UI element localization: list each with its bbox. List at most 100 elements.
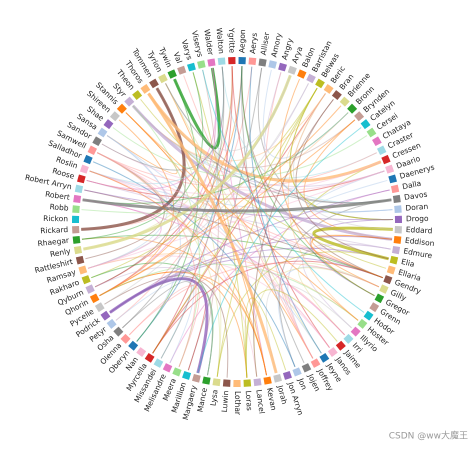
chord: [97, 152, 221, 377]
chord: [92, 161, 296, 368]
node-label: Dalla: [401, 179, 422, 192]
node-arc: [287, 65, 297, 75]
chord: [89, 170, 393, 213]
node-arc: [202, 376, 211, 385]
node-arc: [89, 293, 100, 304]
node-arc: [327, 347, 338, 358]
node-label: Lancel: [254, 389, 266, 414]
chord: [106, 112, 178, 175]
node-arc: [369, 302, 380, 313]
chord: [81, 87, 186, 231]
node-arc: [72, 215, 80, 224]
node-arc: [385, 164, 395, 174]
chord: [152, 260, 383, 354]
chord: [281, 283, 346, 359]
node-label: Aegon: [237, 29, 247, 53]
chord: [165, 83, 392, 204]
node-arc: [94, 302, 105, 313]
node-label: Eddard: [406, 225, 433, 235]
chord: [99, 271, 248, 378]
chord: [289, 87, 393, 221]
node-arc: [72, 205, 80, 213]
node-arc: [323, 84, 334, 94]
chord: [87, 255, 330, 348]
node-arc: [187, 62, 196, 72]
node-label: Rickard: [40, 225, 69, 235]
chord: [89, 170, 258, 377]
chord: [115, 66, 253, 321]
chord: [99, 271, 268, 376]
chord: [81, 72, 204, 240]
chord: [85, 152, 165, 260]
chord: [202, 69, 365, 313]
chord: [128, 262, 380, 336]
node-arc: [248, 57, 257, 66]
node-arc: [197, 60, 206, 69]
node-label: Drogo: [406, 214, 429, 223]
chord: [252, 99, 334, 377]
node-arc: [233, 379, 241, 388]
chord: [295, 99, 389, 260]
node-arc: [392, 194, 401, 203]
chord: [165, 83, 268, 376]
chord: [87, 75, 291, 269]
chord: [101, 143, 385, 192]
node-arc: [394, 205, 402, 213]
chord: [132, 105, 201, 368]
node-label: Alliser: [259, 31, 272, 56]
node-label: Loras: [244, 390, 254, 411]
chord: [152, 291, 207, 371]
chord: [311, 234, 393, 279]
chord: [132, 105, 385, 187]
node-arc: [343, 333, 354, 344]
chord: [278, 199, 392, 368]
node-arc: [192, 374, 201, 383]
chord: [97, 152, 383, 279]
node-arc: [85, 284, 95, 294]
chord: [152, 66, 233, 354]
chord: [216, 87, 318, 377]
node-arc: [167, 69, 177, 79]
chord: [109, 277, 209, 374]
chord: [89, 161, 382, 195]
chord: [89, 170, 330, 348]
chord: [97, 152, 330, 348]
node-arc: [72, 236, 81, 244]
chord: [84, 189, 383, 279]
node-arc: [212, 378, 221, 387]
node-arc: [297, 69, 307, 79]
chord: [86, 67, 217, 190]
node-label: Elia: [400, 257, 415, 269]
chord: [131, 104, 393, 241]
chord: [310, 235, 393, 288]
node-arc: [393, 236, 402, 244]
node-arc: [120, 333, 131, 344]
chord: [241, 66, 375, 297]
node-arc: [243, 379, 252, 387]
chord: [81, 237, 268, 376]
node-arc: [132, 90, 143, 101]
chord: [187, 67, 263, 371]
node-label: Luwin: [220, 390, 230, 413]
node-arc: [140, 84, 151, 94]
chord: [183, 75, 314, 359]
node-label: Doran: [405, 202, 429, 213]
chord: [86, 170, 385, 200]
chord: [94, 66, 233, 288]
chord: [86, 179, 391, 250]
chord: [289, 87, 393, 221]
chord: [277, 266, 380, 368]
chord: [264, 72, 314, 359]
node-arc: [315, 78, 325, 89]
chord: [265, 283, 352, 374]
node-arc: [228, 57, 236, 65]
chord: [125, 112, 359, 321]
chord: [253, 267, 380, 377]
chord: [115, 279, 195, 364]
chord: [169, 189, 390, 364]
node-label: Renly: [49, 246, 72, 259]
chord: [244, 297, 287, 378]
node-arc: [116, 103, 127, 114]
chord: [87, 253, 359, 321]
